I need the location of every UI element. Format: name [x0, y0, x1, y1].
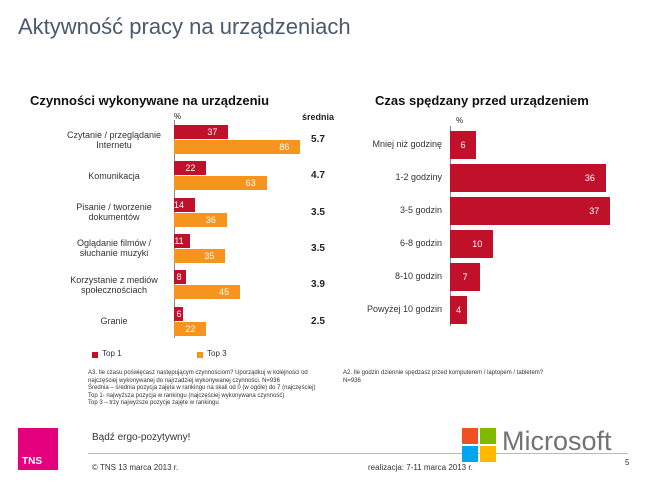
category-label: 3-5 godzin [399, 205, 442, 215]
unit-label: % [456, 116, 464, 125]
value-label: 10 [472, 239, 483, 249]
bar [450, 164, 606, 192]
value-label: 4 [456, 305, 462, 315]
bar [174, 161, 207, 176]
bar [174, 285, 241, 300]
bar [174, 197, 195, 212]
value-label: 7 [462, 272, 468, 282]
value-label: 6 [176, 308, 182, 319]
bar [174, 140, 301, 154]
value-label: 36 [584, 173, 595, 183]
footnote-line: A3. Ile czasu poświęcasz następującym cz… [88, 370, 308, 384]
value-label: 22 [185, 323, 196, 334]
category-label: Mniej niż godzinę [372, 139, 442, 149]
value-label: 37 [589, 206, 600, 216]
average-value: 3.5 [311, 206, 325, 218]
category-label: Oglądanie filmów / słuchanie muzyki [76, 238, 152, 259]
category-label: Korzystanie z mediów społecznościach [70, 274, 158, 295]
value-label: 36 [205, 214, 216, 225]
average-value: 5.7 [311, 134, 325, 145]
axis-line [450, 126, 451, 326]
bar [174, 176, 267, 191]
bar [174, 212, 227, 227]
bar [174, 270, 186, 285]
legend-label: Top 3 [207, 349, 227, 358]
bar [174, 248, 226, 263]
fieldwork: realizacja: 7-11 marca 2013 r. [368, 463, 473, 472]
value-label: 14 [173, 199, 184, 210]
category-label: Powyżej 10 godzin [366, 304, 442, 314]
legend-swatch [92, 352, 98, 358]
bar [450, 296, 468, 324]
brand-name: Microsoft [502, 426, 612, 456]
average-value: 3.5 [311, 242, 325, 254]
category-label: Komunikacja [88, 170, 140, 181]
footnote-line: A2. Ile godzin dziennie spędzasz przed k… [343, 370, 544, 376]
footnote-line: Top 1- najwyższa pozycja w rankingu (naj… [88, 392, 285, 399]
value-label: 37 [207, 127, 218, 137]
average-value: 3.9 [311, 279, 325, 291]
tns-logo: TNS [18, 428, 58, 470]
category-label: 8-10 godzin [394, 271, 442, 281]
axis-line [174, 120, 175, 338]
value-label: 11 [174, 235, 184, 246]
value-label: 86 [279, 142, 290, 152]
bar [450, 263, 481, 291]
value-label: 45 [219, 287, 230, 298]
footer-line [88, 453, 628, 454]
bar [174, 321, 207, 336]
page-number: 5 [625, 458, 630, 467]
footnote-line: Top 3 – trzy najwyższe pozycje zajęte w … [88, 400, 219, 406]
category-label: Pisanie / tworzenie dokumentów [76, 202, 152, 223]
footnote-right: A2. Ile godzin dziennie spędzasz przed k… [343, 370, 603, 385]
averages-label: średnia [302, 112, 335, 122]
legend-label: Top 1 [102, 349, 122, 358]
bar [450, 230, 494, 258]
slogan: Bądź ergo-pozytywny! [92, 432, 191, 443]
value-label: 35 [204, 250, 215, 261]
unit-label: % [174, 112, 182, 121]
value-label: 63 [245, 178, 256, 189]
slide-title: Aktywność pracy na urządzeniach [18, 14, 351, 39]
legend-swatch [197, 352, 203, 358]
category-label: Czytanie / przeglądanie Internetu [66, 129, 162, 150]
microsoft-logo [462, 428, 496, 462]
bar [174, 125, 229, 139]
chart-title: Czas spędzany przed urządzeniem [375, 93, 589, 108]
category-label: Granie [100, 316, 128, 326]
bar [450, 197, 611, 225]
value-label: 8 [176, 272, 182, 283]
bar [450, 131, 476, 159]
logo-text: TNS [22, 456, 42, 467]
chart-title: Czynności wykonywane na urządzeniu [30, 93, 270, 108]
average-value: 4.7 [311, 170, 325, 182]
category-label: 1-2 godziny [395, 172, 442, 182]
footnote-line: Średnia – średnia pozycja zajęta w ranki… [88, 385, 316, 391]
copyright: © TNS 13 marca 2013 r. [92, 463, 179, 472]
footnote-line: N=936 [343, 377, 361, 384]
average-value: 2.5 [311, 315, 325, 327]
value-label: 22 [185, 163, 196, 174]
bar [174, 306, 183, 321]
footnote-left: A3. Ile czasu poświęcasz następującym cz… [88, 370, 328, 408]
value-label: 6 [460, 140, 466, 150]
bar [174, 233, 191, 248]
category-label: 6-8 godzin [399, 238, 442, 248]
